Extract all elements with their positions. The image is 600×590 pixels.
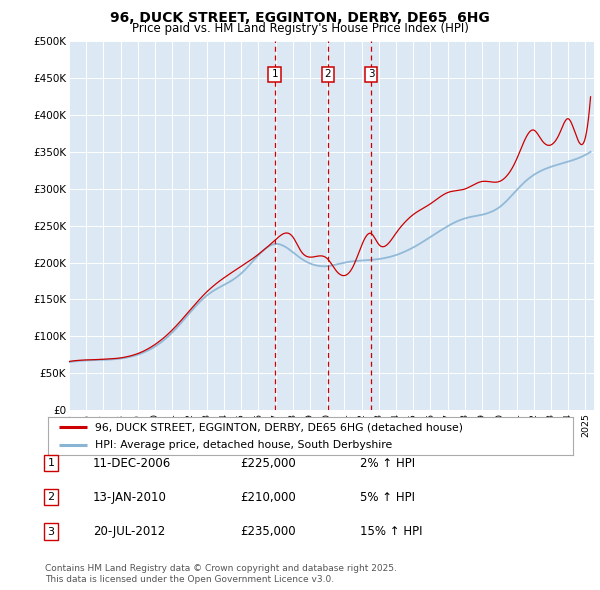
Text: £225,000: £225,000 xyxy=(240,457,296,470)
Text: 2: 2 xyxy=(325,70,331,80)
Text: HPI: Average price, detached house, South Derbyshire: HPI: Average price, detached house, Sout… xyxy=(95,440,392,450)
Text: 1: 1 xyxy=(271,70,278,80)
Text: £210,000: £210,000 xyxy=(240,491,296,504)
Text: 11-DEC-2006: 11-DEC-2006 xyxy=(93,457,171,470)
Text: 20-JUL-2012: 20-JUL-2012 xyxy=(93,525,165,538)
Text: 96, DUCK STREET, EGGINTON, DERBY, DE65 6HG (detached house): 96, DUCK STREET, EGGINTON, DERBY, DE65 6… xyxy=(95,422,463,432)
Text: 15% ↑ HPI: 15% ↑ HPI xyxy=(360,525,422,538)
Text: This data is licensed under the Open Government Licence v3.0.: This data is licensed under the Open Gov… xyxy=(45,575,334,584)
Text: 96, DUCK STREET, EGGINTON, DERBY, DE65  6HG: 96, DUCK STREET, EGGINTON, DERBY, DE65 6… xyxy=(110,11,490,25)
Text: £235,000: £235,000 xyxy=(240,525,296,538)
Text: 2: 2 xyxy=(47,493,55,502)
Text: 5% ↑ HPI: 5% ↑ HPI xyxy=(360,491,415,504)
Text: Contains HM Land Registry data © Crown copyright and database right 2025.: Contains HM Land Registry data © Crown c… xyxy=(45,565,397,573)
Text: 3: 3 xyxy=(368,70,374,80)
Text: 2% ↑ HPI: 2% ↑ HPI xyxy=(360,457,415,470)
Text: Price paid vs. HM Land Registry's House Price Index (HPI): Price paid vs. HM Land Registry's House … xyxy=(131,22,469,35)
Text: 1: 1 xyxy=(47,458,55,468)
Text: 13-JAN-2010: 13-JAN-2010 xyxy=(93,491,167,504)
Text: 3: 3 xyxy=(47,527,55,536)
